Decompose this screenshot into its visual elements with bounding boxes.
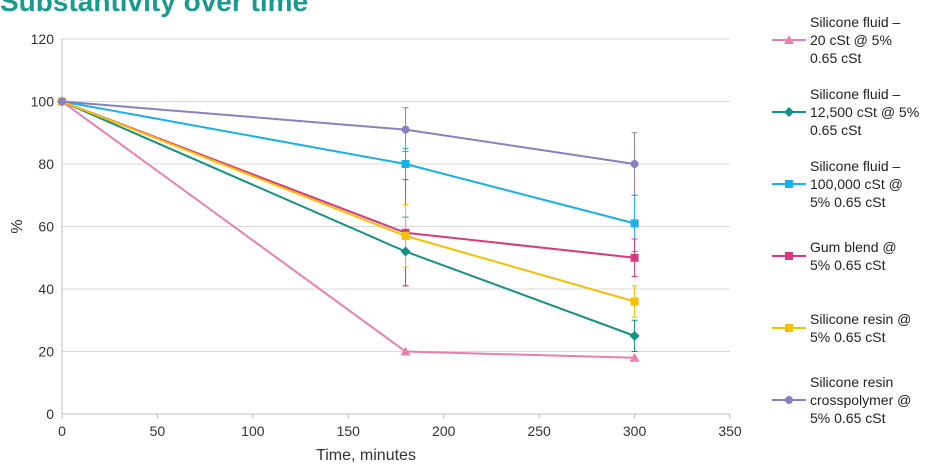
x-tick-label: 50 (150, 423, 166, 439)
y-tick-label: 100 (31, 94, 55, 110)
x-tick-label: 350 (718, 423, 742, 439)
y-tick-label: 0 (46, 406, 54, 422)
series-line-6 (61, 100, 635, 165)
legend-swatch (772, 35, 806, 44)
legend-label: Gum blend @ 5% 0.65 cSt (810, 238, 930, 274)
legend-label-line: Silicone fluid – (810, 14, 901, 30)
x-tick-label: 150 (337, 423, 361, 439)
legend-label: Silicone resin crosspolymer @ 5% 0.65 cSt (810, 373, 930, 427)
legend-item: Gum blend @ 5% 0.65 cSt (772, 226, 930, 298)
x-tick-label: 100 (241, 423, 265, 439)
legend-marker (785, 396, 793, 404)
legend-marker (784, 107, 794, 117)
legend-swatch (772, 396, 806, 404)
y-tick-label: 40 (38, 281, 54, 297)
legend-swatch (772, 180, 806, 188)
legend-marker (784, 35, 794, 44)
legend-swatch (772, 324, 806, 332)
x-tick-label: 300 (623, 423, 647, 439)
y-axis-label: % (9, 219, 26, 233)
legend-item: Silicone fluid – 100,000 cSt @ 5% 0.65 cSt (772, 154, 930, 226)
legend-label-line: Silicone resin @ (810, 311, 912, 327)
legend-item: Silicone fluid – 12,500 cSt @ 5% 0.65 cSt (772, 82, 930, 154)
legend-marker (785, 180, 793, 188)
data-point (58, 97, 66, 106)
data-point (401, 231, 410, 240)
x-tick-label: 250 (527, 423, 551, 439)
legend-label-line: 20 cSt @ 5% (810, 32, 892, 48)
legend-swatch (772, 107, 806, 117)
x-tick-label: 0 (58, 423, 66, 439)
x-axis-label: Time, minutes (316, 447, 416, 464)
y-tick-label: 80 (38, 156, 54, 172)
legend-label-line: Silicone fluid – (810, 158, 901, 174)
legend-label-line: 0.65 cSt (810, 50, 862, 66)
legend-label-line: crosspolymer @ (810, 392, 912, 408)
legend-item: Silicone resin @ 5% 0.65 cSt (772, 298, 930, 370)
y-tick-label: 120 (31, 31, 55, 47)
legend-swatch (772, 252, 806, 260)
legend-label: Silicone resin @ 5% 0.65 cSt (810, 310, 930, 346)
chart-legend: Silicone fluid –20 cSt @ 5% 0.65 cSt Silic… (772, 10, 930, 442)
data-point (630, 219, 639, 228)
legend-item: Silicone resin crosspolymer @ 5% 0.65 cSt (772, 370, 930, 442)
data-point (630, 297, 639, 306)
legend-item: Silicone fluid – 20 cSt @ 5% 0.65 cSt (772, 10, 930, 82)
legend-label-line: Gum blend @ (810, 239, 897, 255)
legend-marker (785, 324, 793, 332)
data-point (401, 160, 410, 168)
legend-label: Silicone fluid – 12,500 cSt @ 5% 0.65 cSt (810, 85, 930, 139)
chart-title: Substantivity over time (0, 0, 309, 17)
data-point (400, 346, 411, 356)
legend-label: Silicone fluid – 100,000 cSt @ 5% 0.65 cSt (810, 157, 930, 211)
y-tick-label: 60 (38, 219, 54, 235)
data-point (629, 352, 640, 362)
data-point (630, 160, 639, 168)
series-line-3 (61, 100, 635, 225)
y-tick-label: 20 (38, 344, 54, 360)
legend-label: Silicone fluid – 20 cSt @ 5% 0.65 cSt (810, 13, 930, 67)
legend-label-line: 100,000 cSt @ (810, 176, 903, 192)
legend-label-line: Silicone fluid – (810, 86, 901, 102)
series-line-2 (61, 100, 635, 337)
legend-label-line: Silicone resin (810, 374, 894, 390)
data-point (400, 246, 411, 257)
data-point (629, 330, 640, 341)
legend-label-line: 0.65 cSt (810, 122, 862, 138)
legend-label-line: 5% 0.65 cSt (810, 194, 886, 210)
data-point (630, 253, 639, 262)
legend-label-line: 5% 0.65 cSt (810, 257, 886, 273)
legend-marker (785, 252, 793, 260)
x-tick-label: 200 (432, 423, 456, 439)
legend-label-line: 5% 0.65 cSt (810, 410, 886, 426)
legend-label-line: 12,500 cSt @ 5% (810, 104, 920, 120)
data-point (401, 125, 410, 134)
legend-label-line: 5% 0.65 cSt (810, 329, 886, 345)
